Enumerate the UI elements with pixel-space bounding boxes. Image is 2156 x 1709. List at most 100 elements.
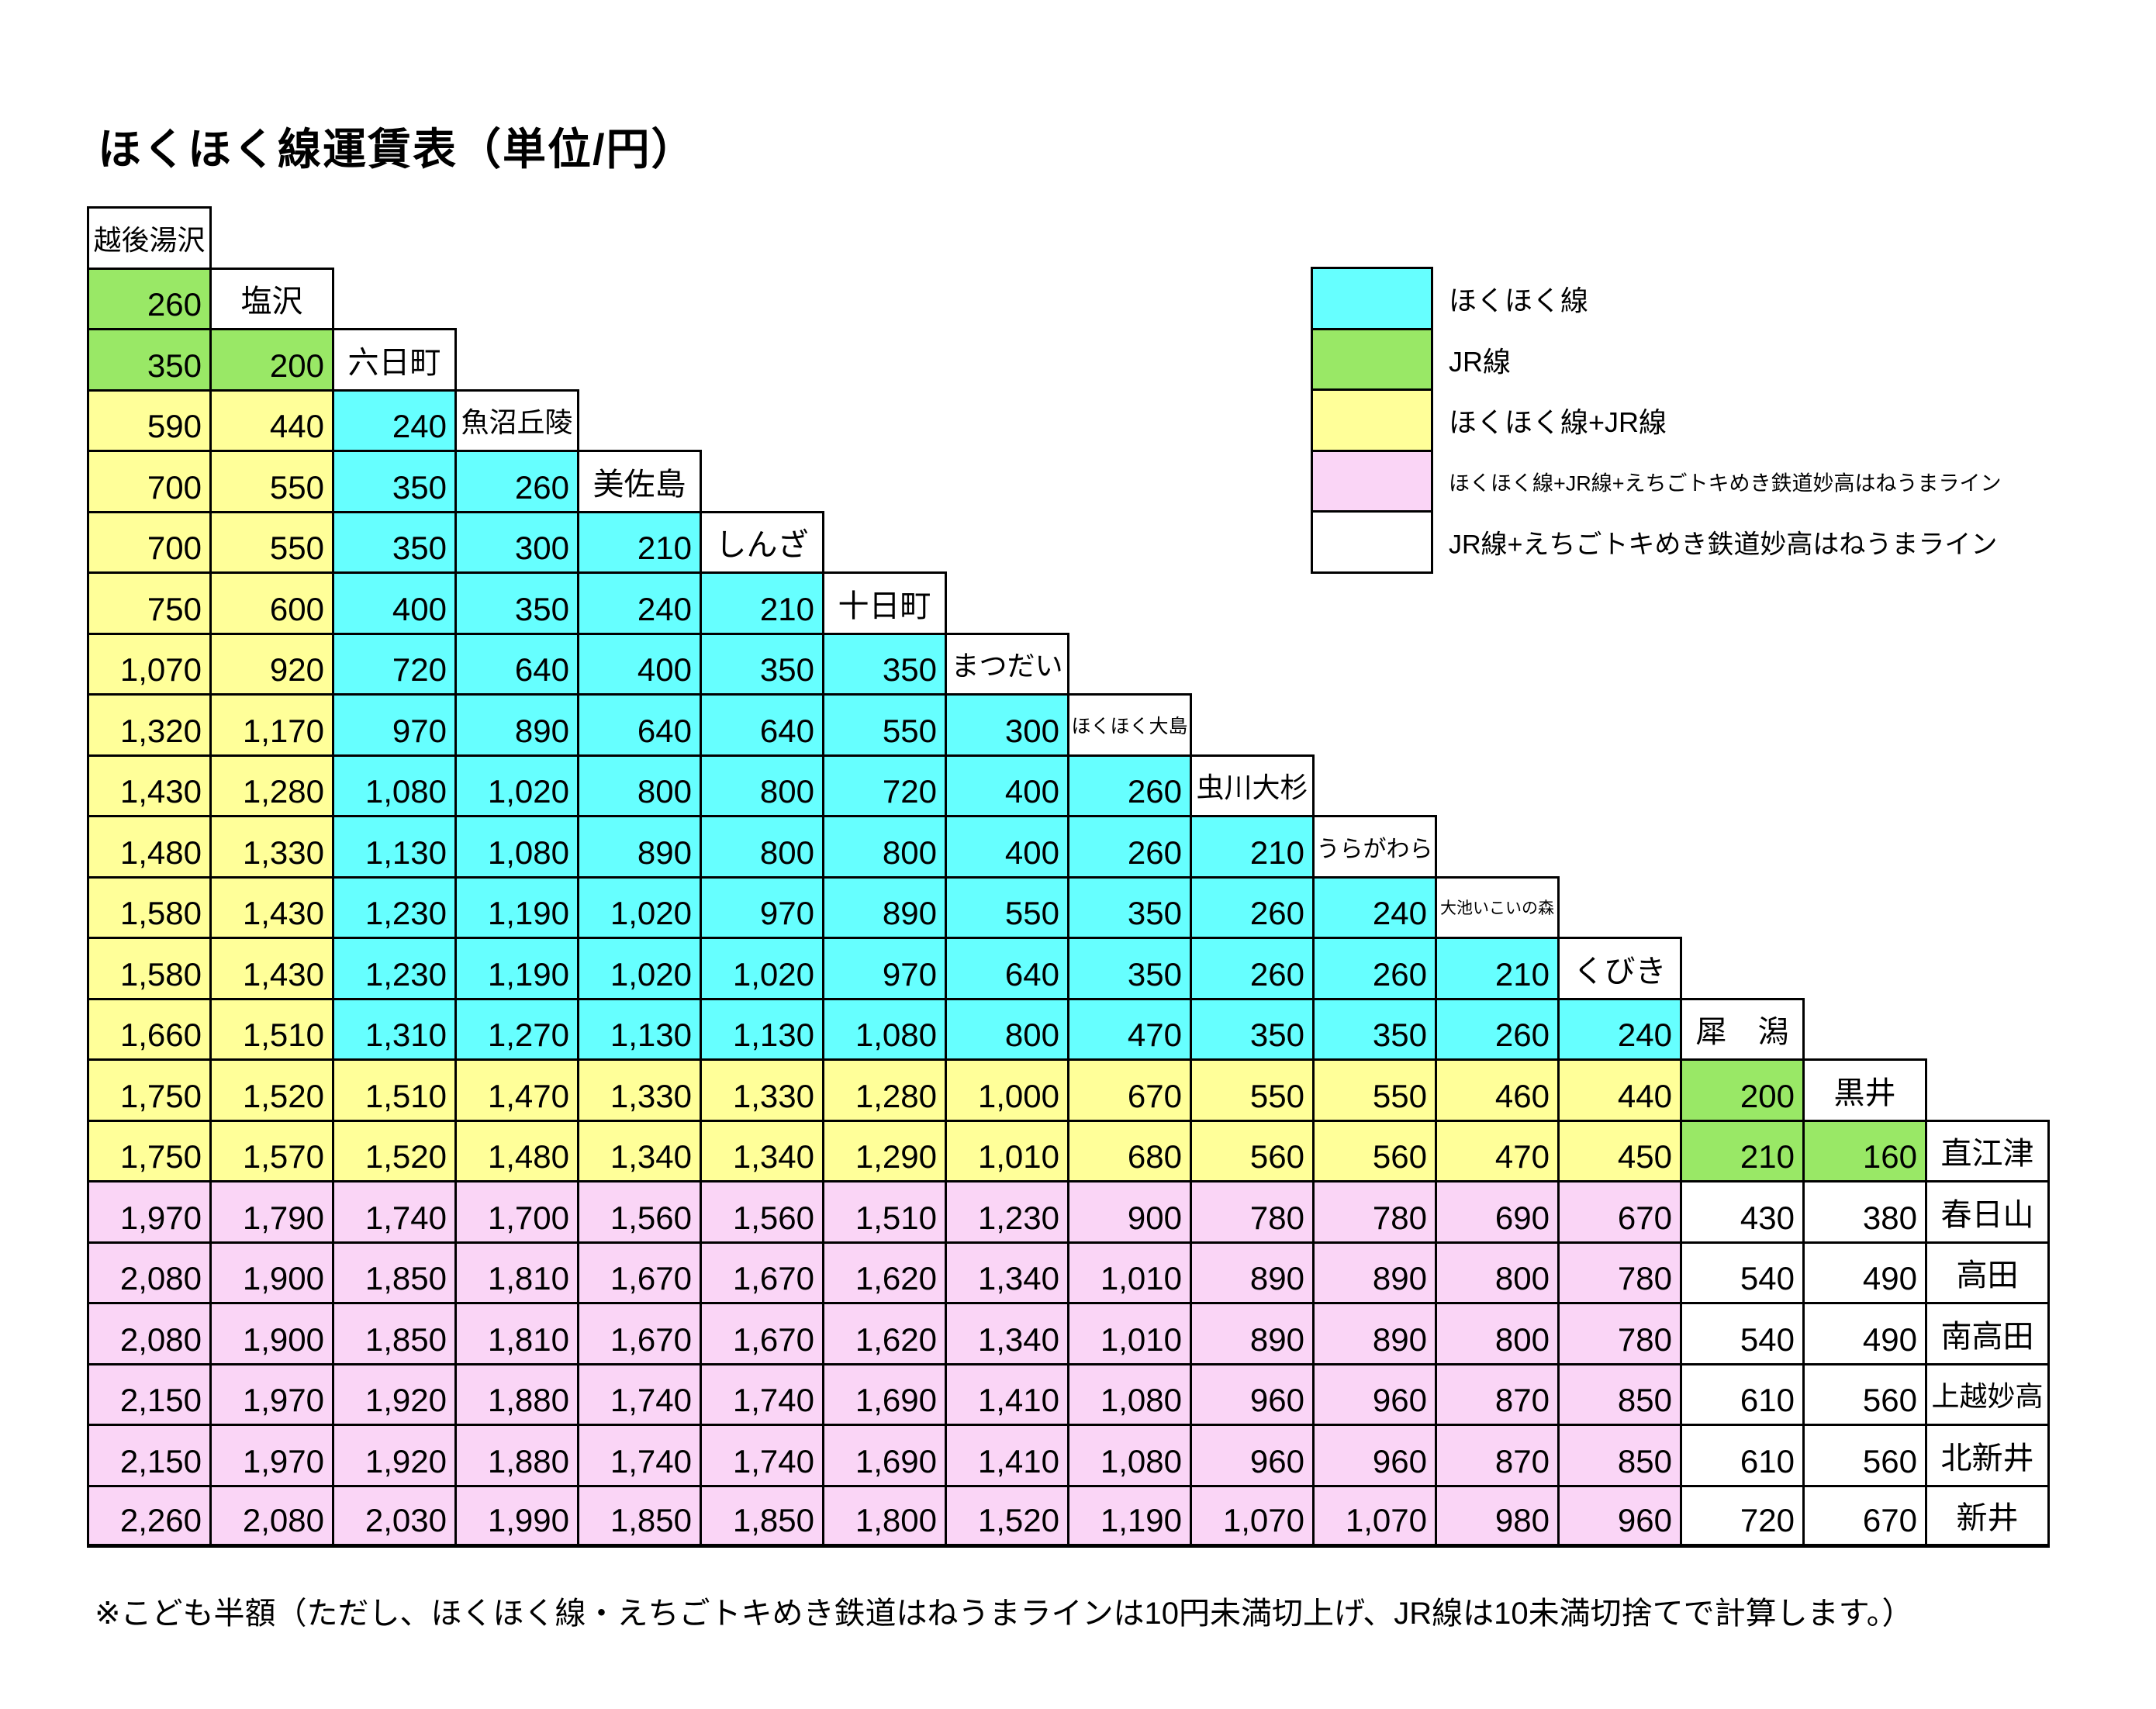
fare-cell: 2,260 — [87, 1484, 212, 1548]
fare-cell: 1,070 — [87, 632, 212, 696]
fare-cell: 980 — [1435, 1484, 1560, 1548]
fare-cell: 1,510 — [209, 997, 334, 1061]
fare-cell: 400 — [332, 571, 457, 635]
fare-cell: 890 — [822, 875, 947, 939]
fare-cell: 240 — [332, 388, 457, 452]
fare-cell: 540 — [1680, 1241, 1805, 1304]
fare-cell: 1,190 — [454, 937, 579, 1000]
fare-cell: 550 — [822, 693, 947, 757]
fare-cell: 380 — [1802, 1180, 1927, 1244]
fare-cell: 260 — [1067, 815, 1192, 879]
fare-cell: 800 — [1435, 1241, 1560, 1304]
fare-cell: 720 — [332, 632, 457, 696]
legend: ほくほく線 JR線 ほくほく線+JR線 ほくほく線+JR線+えちごトキめき鉄道妙… — [1311, 267, 2086, 574]
fare-cell: 1,510 — [822, 1180, 947, 1244]
legend-swatch-hokuhoku-jr — [1311, 388, 1433, 452]
fare-cell: 800 — [1435, 1302, 1560, 1365]
fare-cell: 720 — [1680, 1484, 1805, 1548]
fare-cell: 2,080 — [87, 1241, 212, 1304]
fare-cell: 1,080 — [1067, 1424, 1192, 1487]
fare-cell: 350 — [87, 328, 212, 392]
legend-label: ほくほく線 — [1449, 285, 1589, 316]
fare-cell: 890 — [577, 815, 702, 879]
fare-cell: 240 — [1557, 997, 1682, 1061]
fare-cell: 350 — [332, 510, 457, 574]
fare-cell: 1,190 — [1067, 1484, 1192, 1548]
fare-cell: 890 — [454, 693, 579, 757]
fare-cell: 1,880 — [454, 1362, 579, 1426]
footnote: ※こども半額（ただし、ほくほく線・えちごトキめき鉄道はねうまラインは10円未満切… — [95, 1597, 1913, 1631]
fare-cell: 550 — [209, 510, 334, 574]
station-name-cell: 虫川大杉 — [1190, 754, 1315, 817]
fare-cell: 1,170 — [209, 693, 334, 757]
fare-cell: 440 — [209, 388, 334, 452]
fare-cell: 780 — [1190, 1180, 1315, 1244]
fare-cell: 800 — [700, 815, 824, 879]
fare-cell: 800 — [700, 754, 824, 817]
fare-cell: 1,970 — [209, 1424, 334, 1487]
fare-cell: 590 — [87, 388, 212, 452]
fare-cell: 1,320 — [87, 693, 212, 757]
fare-cell: 210 — [1435, 937, 1560, 1000]
fare-cell: 1,810 — [454, 1302, 579, 1365]
fare-cell: 350 — [1067, 937, 1192, 1000]
fare-cell: 470 — [1067, 997, 1192, 1061]
fare-cell: 1,970 — [209, 1362, 334, 1426]
station-name-cell: 大池いこいの森 — [1435, 875, 1560, 939]
fare-cell: 640 — [577, 693, 702, 757]
legend-swatch-hokuhoku-jr-tokimeki — [1311, 449, 1433, 513]
fare-cell: 1,880 — [454, 1424, 579, 1487]
fare-cell: 1,620 — [822, 1241, 947, 1304]
fare-cell: 1,560 — [577, 1180, 702, 1244]
fare-cell: 960 — [1190, 1362, 1315, 1426]
fare-cell: 640 — [700, 693, 824, 757]
fare-cell: 350 — [700, 632, 824, 696]
fare-cell: 1,520 — [332, 1119, 457, 1182]
fare-cell: 260 — [1067, 754, 1192, 817]
fare-cell: 1,900 — [209, 1302, 334, 1365]
fare-cell: 670 — [1802, 1484, 1927, 1548]
fare-cell: 670 — [1067, 1058, 1192, 1122]
fare-cell: 1,750 — [87, 1119, 212, 1182]
fare-cell: 1,010 — [1067, 1302, 1192, 1365]
fare-cell: 1,990 — [454, 1484, 579, 1548]
station-name-cell: 美佐島 — [577, 450, 702, 513]
legend-swatch-jr-tokimeki — [1311, 510, 1433, 574]
fare-cell: 560 — [1802, 1362, 1927, 1426]
fare-cell: 1,430 — [209, 875, 334, 939]
fare-cell: 1,560 — [700, 1180, 824, 1244]
fare-cell: 350 — [1190, 997, 1315, 1061]
fare-cell: 1,920 — [332, 1362, 457, 1426]
fare-cell: 2,030 — [332, 1484, 457, 1548]
fare-cell: 400 — [945, 754, 1069, 817]
fare-cell: 890 — [1312, 1241, 1437, 1304]
fare-cell: 350 — [822, 632, 947, 696]
legend-label: ほくほく線+JR線 — [1449, 406, 1667, 438]
fare-cell: 870 — [1435, 1424, 1560, 1487]
fare-cell: 1,670 — [577, 1302, 702, 1365]
station-name-cell: 六日町 — [332, 328, 457, 392]
station-name-cell: 塩沢 — [209, 267, 334, 330]
station-name-cell: しんざ — [700, 510, 824, 574]
fare-cell: 560 — [1190, 1119, 1315, 1182]
fare-cell: 1,580 — [87, 875, 212, 939]
fare-cell: 780 — [1557, 1302, 1682, 1365]
fare-cell: 960 — [1190, 1424, 1315, 1487]
fare-cell: 1,900 — [209, 1241, 334, 1304]
fare-cell: 1,070 — [1312, 1484, 1437, 1548]
fare-cell: 970 — [700, 875, 824, 939]
fare-cell: 800 — [577, 754, 702, 817]
page-title: ほくほく線運賃表（単位/円） — [98, 125, 696, 174]
fare-cell: 210 — [700, 571, 824, 635]
fare-cell: 1,330 — [577, 1058, 702, 1122]
fare-cell: 1,080 — [822, 997, 947, 1061]
fare-cell: 1,410 — [945, 1362, 1069, 1426]
fare-cell: 1,790 — [209, 1180, 334, 1244]
fare-cell: 1,410 — [945, 1424, 1069, 1487]
station-name-cell: 南高田 — [1925, 1302, 2050, 1365]
station-name-cell: 越後湯沢 — [87, 206, 212, 270]
station-name-cell: ほくほく大島 — [1067, 693, 1192, 757]
fare-cell: 850 — [1557, 1424, 1682, 1487]
fare-cell: 800 — [945, 997, 1069, 1061]
fare-cell: 490 — [1802, 1302, 1927, 1365]
